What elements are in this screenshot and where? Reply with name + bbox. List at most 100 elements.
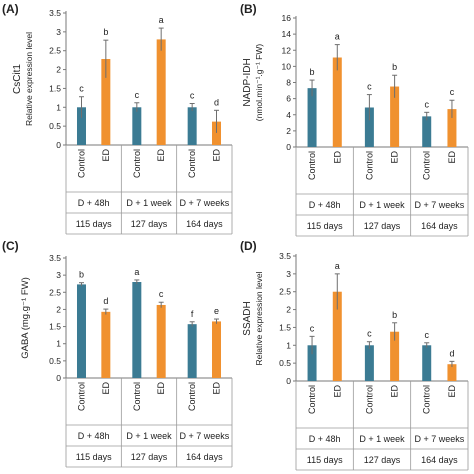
bar-ed xyxy=(101,311,111,378)
panel-label: (C) xyxy=(2,239,19,253)
y-tick-label: 0.5 xyxy=(49,356,61,366)
category-label: ED xyxy=(390,385,400,398)
y-axis-title: NADP-IDH xyxy=(242,58,253,106)
category-label: ED xyxy=(332,385,342,398)
group-label: D + 48h xyxy=(309,434,341,444)
bar-ed xyxy=(212,121,222,145)
chart-panel-2: (B) 0 2 4 6 8 10 12 14 16 NADP-IDH (nmol.min⁻¹.g⁻¹ … xyxy=(240,2,469,237)
y-tick-label: 14 xyxy=(282,29,292,39)
bar-ed xyxy=(156,304,166,378)
significance-letter: c xyxy=(450,87,455,97)
bar-control xyxy=(132,282,142,378)
significance-letter: c xyxy=(424,330,429,340)
bar-control xyxy=(364,107,374,147)
significance-letter: a xyxy=(335,32,340,42)
y-tick-label: 16 xyxy=(282,13,292,23)
bar-control xyxy=(132,107,142,145)
y-axis-title: SSADH xyxy=(242,301,253,335)
bar-control xyxy=(76,284,86,378)
y-tick-label: 2 xyxy=(286,126,291,136)
category-label: ED xyxy=(447,385,457,398)
days-label: 115 days xyxy=(307,221,343,231)
category-label: Control xyxy=(422,151,432,180)
y-tick-label: 3 xyxy=(286,269,291,279)
y-tick-label: 3 xyxy=(56,27,61,37)
category-label: ED xyxy=(390,151,400,164)
significance-letter: e xyxy=(214,306,219,316)
significance-letter: b xyxy=(103,27,108,37)
y-tick-label: 12 xyxy=(282,45,292,55)
y-tick-label: 0 xyxy=(56,140,61,150)
group-label: D + 7 weeks xyxy=(414,200,464,210)
significance-letter: f xyxy=(191,309,194,319)
bar-ed xyxy=(101,59,111,145)
significance-letter: b xyxy=(392,62,397,72)
bar-control xyxy=(422,116,432,147)
bar-control xyxy=(187,324,197,378)
significance-letter: d xyxy=(449,348,454,358)
y-tick-label: 0 xyxy=(286,376,291,386)
bar-ed xyxy=(447,364,457,381)
bar-control xyxy=(364,345,374,381)
category-label: ED xyxy=(101,149,111,162)
y-tick-label: 0 xyxy=(56,373,61,383)
category-label: Control xyxy=(364,151,374,180)
chart-panel-4: (D) 0 0.5 1 1.5 2 2.5 3 3.5 SSADH Relative express… xyxy=(240,239,469,471)
chart-panel-1: (A) 0 0.5 1 1.5 2 2.5 3 3.5 CsCit1 Relative expres… xyxy=(2,2,233,235)
panel-label: (B) xyxy=(240,2,257,16)
group-label: D + 1 week xyxy=(359,434,405,444)
bar-ed xyxy=(390,331,400,381)
days-label: 127 days xyxy=(364,221,401,231)
significance-letter: a xyxy=(134,267,139,277)
y-tick-label: 1 xyxy=(286,340,291,350)
group-label: D + 1 week xyxy=(126,431,172,441)
category-label: ED xyxy=(212,382,222,395)
group-label: D + 7 weeks xyxy=(179,198,229,208)
group-label: D + 7 weeks xyxy=(179,431,229,441)
y-tick-label: 0.5 xyxy=(279,358,291,368)
significance-letter: c xyxy=(135,90,140,100)
y-axis-subtitle: Relative expression level xyxy=(254,271,264,365)
panel-label: (D) xyxy=(240,239,257,253)
bar-ed xyxy=(390,86,400,147)
bar-control xyxy=(187,107,197,145)
category-label: Control xyxy=(187,149,197,178)
group-label: D + 1 week xyxy=(126,198,172,208)
bar-ed xyxy=(332,291,342,381)
category-label: ED xyxy=(156,382,166,395)
y-tick-label: 1 xyxy=(56,102,61,112)
y-tick-label: 3.5 xyxy=(279,251,291,261)
category-label: Control xyxy=(422,385,432,414)
y-tick-label: 1.5 xyxy=(279,322,291,332)
days-label: 127 days xyxy=(131,452,168,462)
significance-letter: c xyxy=(190,91,195,101)
significance-letter: b xyxy=(392,310,397,320)
days-label: 127 days xyxy=(131,219,168,229)
bar-ed xyxy=(156,39,166,145)
category-label: ED xyxy=(447,151,457,164)
group-label: D + 48h xyxy=(78,198,110,208)
significance-letter: c xyxy=(79,84,84,94)
y-tick-label: 1.5 xyxy=(49,83,61,93)
category-label: Control xyxy=(307,151,317,180)
bar-ed xyxy=(212,321,222,378)
y-tick-label: 2 xyxy=(286,305,291,315)
bar-ed xyxy=(332,57,342,147)
significance-letter: c xyxy=(367,82,372,92)
y-axis-title: GABA (mg.g⁻¹ FW) xyxy=(20,277,31,359)
y-tick-label: 2.5 xyxy=(49,287,61,297)
days-label: 164 days xyxy=(186,452,223,462)
significance-letter: c xyxy=(159,289,164,299)
category-label: Control xyxy=(364,385,374,414)
y-tick-label: 3.5 xyxy=(49,8,61,18)
significance-letter: c xyxy=(424,99,429,109)
group-label: D + 7 weeks xyxy=(414,434,464,444)
days-label: 164 days xyxy=(421,455,458,465)
days-label: 164 days xyxy=(186,219,223,229)
category-label: Control xyxy=(76,149,86,178)
panel-label: (A) xyxy=(2,2,19,16)
significance-letter: a xyxy=(159,15,164,25)
y-axis-subtitle: Relative expression level xyxy=(24,32,34,126)
significance-letter: b xyxy=(79,270,84,280)
chart-panel-3: (C) 0 0.5 1 1.5 2 2.5 3 3.5 GABA (mg.g⁻¹ FW) b Cont… xyxy=(2,239,233,468)
